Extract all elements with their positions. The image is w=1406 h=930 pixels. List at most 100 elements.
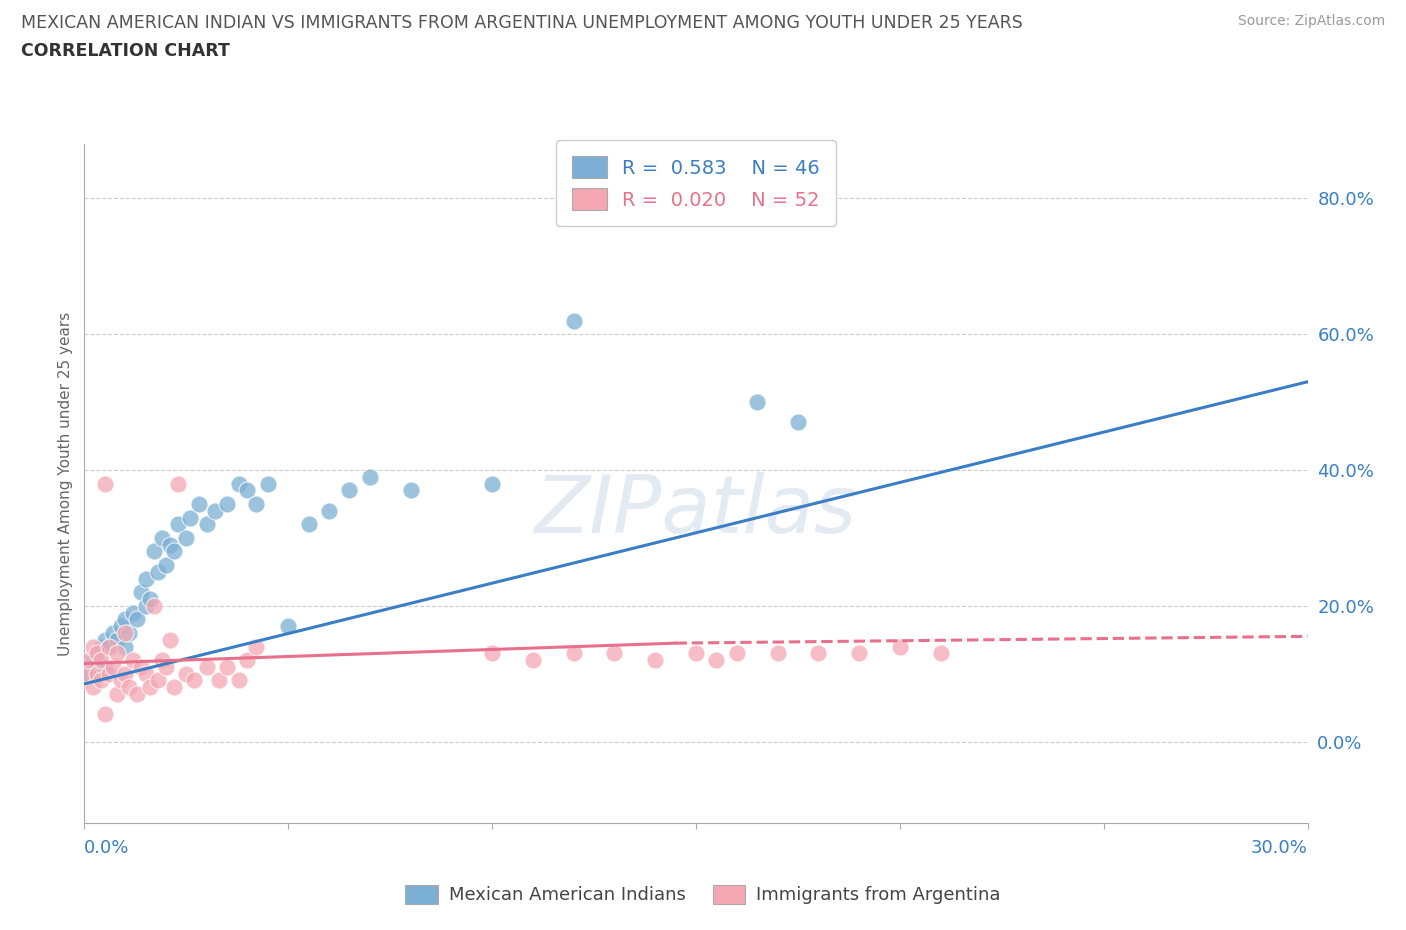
Point (217, 497, 239, 512)
Point (159, 538, 181, 552)
Point (176, 666, 198, 681)
Point (114, 612, 136, 627)
Point (245, 497, 267, 512)
Point (155, 659, 177, 674)
Point (167, 476, 190, 491)
Point (562, 313, 585, 328)
Point (105, 632, 128, 647)
Point (101, 626, 124, 641)
Point (725, 646, 748, 661)
Point (142, 598, 165, 613)
Point (77, 653, 100, 668)
Point (766, 646, 789, 661)
Point (127, 612, 149, 627)
Point (245, 639, 267, 654)
Point (86, 666, 108, 681)
Point (105, 646, 128, 661)
Point (142, 544, 165, 559)
Point (122, 605, 145, 620)
Point (163, 680, 186, 695)
Point (208, 673, 231, 688)
Point (114, 639, 136, 654)
Point (195, 659, 218, 674)
Legend: R =  0.583    N = 46, R =  0.020    N = 52: R = 0.583 N = 46, R = 0.020 N = 52 (557, 140, 835, 226)
Point (481, 646, 503, 661)
Point (339, 483, 361, 498)
Point (86, 646, 108, 661)
Point (522, 653, 544, 668)
Text: CORRELATION CHART: CORRELATION CHART (21, 42, 231, 60)
Text: MEXICAN AMERICAN INDIAN VS IMMIGRANTS FROM ARGENTINA UNEMPLOYMENT AMONG YOUTH UN: MEXICAN AMERICAN INDIAN VS IMMIGRANTS FR… (21, 14, 1022, 32)
Point (93, 632, 117, 647)
Point (122, 653, 145, 668)
Point (97, 639, 120, 654)
Point (138, 680, 160, 695)
Y-axis label: Unemployment Among Youth under 25 years: Unemployment Among Youth under 25 years (58, 312, 73, 656)
Point (135, 666, 157, 681)
Point (228, 476, 250, 491)
Point (562, 646, 585, 661)
Point (86, 646, 108, 661)
Point (110, 618, 132, 633)
Point (236, 483, 259, 498)
Text: 0.0%: 0.0% (84, 839, 129, 857)
Point (118, 680, 141, 695)
Legend: Mexican American Indians, Immigrants from Argentina: Mexican American Indians, Immigrants fro… (398, 878, 1008, 911)
Point (131, 659, 153, 674)
Point (889, 639, 911, 654)
Point (155, 558, 177, 573)
Text: 30.0%: 30.0% (1251, 839, 1308, 857)
Point (359, 470, 381, 485)
Point (138, 591, 160, 606)
Point (183, 673, 205, 688)
Point (90, 673, 112, 688)
Point (127, 686, 149, 701)
Point (228, 673, 250, 688)
Point (82, 653, 104, 668)
Point (82, 680, 104, 695)
Point (135, 598, 157, 613)
Point (204, 503, 226, 518)
Point (257, 476, 280, 491)
Point (195, 517, 218, 532)
Point (90, 653, 112, 668)
Point (77, 666, 100, 681)
Point (187, 497, 209, 512)
Point (135, 571, 157, 586)
Point (603, 646, 626, 661)
Point (105, 686, 128, 701)
Point (93, 476, 117, 491)
Point (848, 646, 870, 661)
Point (163, 544, 186, 559)
Text: Source: ZipAtlas.com: Source: ZipAtlas.com (1237, 14, 1385, 28)
Point (77, 666, 100, 681)
Point (217, 659, 239, 674)
Point (97, 639, 120, 654)
Point (131, 585, 153, 600)
Point (90, 639, 112, 654)
Point (114, 666, 136, 681)
Point (167, 517, 190, 532)
Point (97, 666, 120, 681)
Point (399, 483, 422, 498)
Point (685, 646, 707, 661)
Point (118, 626, 141, 641)
Text: ZIPatlas: ZIPatlas (534, 472, 858, 550)
Point (93, 707, 117, 722)
Point (110, 673, 132, 688)
Point (644, 653, 666, 668)
Point (114, 626, 136, 641)
Point (179, 510, 201, 525)
Point (929, 646, 952, 661)
Point (82, 639, 104, 654)
Point (236, 653, 259, 668)
Point (146, 565, 169, 579)
Point (93, 659, 117, 674)
Point (277, 618, 299, 633)
Point (318, 503, 340, 518)
Point (146, 673, 169, 688)
Point (150, 530, 173, 545)
Point (706, 653, 728, 668)
Point (787, 415, 810, 430)
Point (747, 394, 769, 409)
